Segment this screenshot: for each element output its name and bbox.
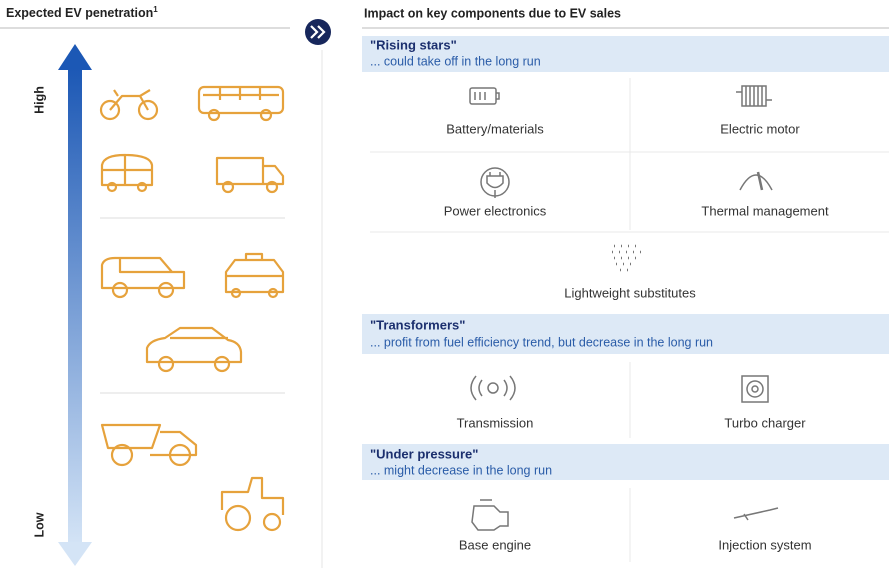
section-title: "Under pressure" <box>370 446 478 461</box>
component-labels: Battery/materials Electric motor Power e… <box>444 121 829 552</box>
component-label: Battery/materials <box>446 121 544 136</box>
section-bands <box>362 36 889 480</box>
vehicle-icons <box>99 85 285 532</box>
component-label: Injection system <box>718 537 811 552</box>
component-label: Electric motor <box>720 121 800 136</box>
component-icons <box>469 85 779 531</box>
section-subtitle: ... might decrease in the long run <box>370 463 552 477</box>
section-subtitle: ... could take off in the long run <box>370 54 541 68</box>
component-label: Turbo charger <box>724 415 806 430</box>
section-title: "Rising stars" <box>370 37 457 52</box>
penetration-arrow <box>58 44 92 566</box>
right-title: Impact on key components due to EV sales <box>364 6 621 20</box>
item-grid <box>370 78 889 562</box>
axis-low: Low <box>32 512 46 537</box>
component-label: Base engine <box>459 537 531 552</box>
component-label: Thermal management <box>701 203 829 218</box>
component-label: Transmission <box>457 415 534 430</box>
axis-high: High <box>32 86 46 114</box>
left-title: Expected EV penetration1 <box>6 5 158 20</box>
component-label: Power electronics <box>444 203 547 218</box>
section-subtitle: ... profit from fuel efficiency trend, b… <box>370 335 713 349</box>
section-title: "Transformers" <box>370 317 465 332</box>
component-label: Lightweight substitutes <box>564 285 696 300</box>
chevron-badge <box>305 19 331 45</box>
